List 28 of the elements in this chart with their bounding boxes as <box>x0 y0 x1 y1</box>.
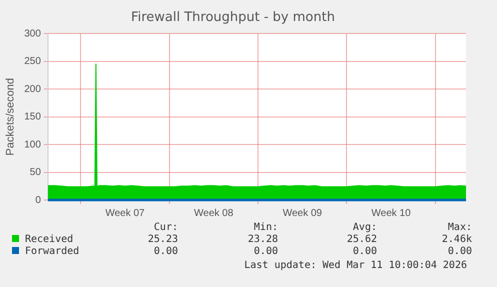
x-tick-label: Week 09 <box>282 208 322 219</box>
text: Cur: <box>152 222 178 233</box>
x-tick-label: Week 07 <box>105 208 146 219</box>
text: 0.00 <box>446 246 472 257</box>
x-tick-label: Week 10 <box>371 208 412 219</box>
text: Last update: Wed Mar 11 10:00:04 2026 <box>244 260 467 271</box>
text: 23.28 <box>246 234 278 245</box>
legend-label: Received <box>24 234 74 245</box>
y-tick-label: 100 <box>24 139 42 150</box>
y-tick-label: 50 <box>30 167 42 178</box>
y-tick-label: 0 <box>35 194 42 206</box>
text: 0.00 <box>352 246 377 257</box>
text: 0.00 <box>252 246 278 257</box>
text: Min: <box>252 222 278 233</box>
legend-label: Forwarded <box>24 246 80 257</box>
text: 0.00 <box>152 246 178 257</box>
y-tick-label: 200 <box>24 84 42 95</box>
y-tick-label: 250 <box>24 56 42 68</box>
text: Max: <box>446 222 472 233</box>
text: 25.23 <box>146 234 178 245</box>
text: 2.46k <box>440 234 472 245</box>
x-tick-label: Week 08 <box>194 208 234 219</box>
chart-title: Firewall Throughput - by month <box>131 10 335 26</box>
text: 25.62 <box>346 234 377 245</box>
y-axis-title: Packets/second <box>4 78 17 156</box>
y-tick-label: 150 <box>24 112 42 123</box>
text: Avg: <box>352 222 377 233</box>
y-tick-label: 300 <box>24 28 42 40</box>
